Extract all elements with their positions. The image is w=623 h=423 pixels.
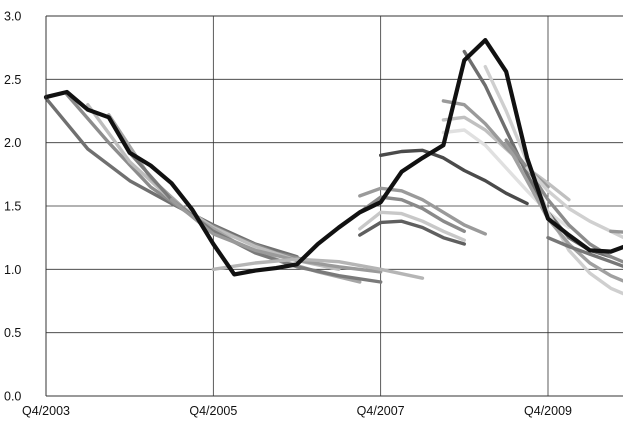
forecast-series-group — [44, 49, 623, 296]
actual-series-group — [43, 38, 623, 277]
y-tick-label: 1.0 — [4, 263, 21, 277]
forecast-line-6 — [169, 198, 383, 274]
y-tick-label: 1.5 — [4, 200, 21, 214]
x-axis-tick-labels: Q4/2003Q4/2005Q4/2007Q4/2009Q4/2011Q4/20… — [22, 404, 572, 418]
x-tick-label: Q4/2005 — [189, 404, 237, 418]
actual-line — [43, 38, 623, 277]
forecast-line-18 — [504, 141, 623, 283]
forecast-line-12 — [379, 148, 529, 206]
y-tick-label: 2.5 — [4, 73, 21, 87]
forecast-line-9 — [358, 210, 466, 242]
x-tick-label: Q4/2003 — [22, 404, 70, 418]
forecast-line-11 — [358, 186, 487, 236]
x-tick-label: Q4/2009 — [524, 404, 572, 418]
plot-frame — [45, 15, 623, 397]
x-tick-label: Q4/2007 — [357, 404, 405, 418]
forecast-line-10 — [358, 195, 466, 233]
forecast-line-8 — [358, 219, 466, 246]
forecast-line-22 — [546, 236, 623, 268]
y-tick-label: 3.0 — [4, 10, 21, 24]
y-tick-label: 0.5 — [4, 326, 21, 340]
forecast-line-17 — [483, 65, 623, 296]
forecast-line-7 — [211, 257, 425, 280]
y-tick-label: 0.0 — [4, 390, 21, 404]
forecast-line-20 — [525, 166, 623, 240]
y-tick-label: 2.0 — [4, 136, 21, 150]
y-axis-tick-labels: 0.0 0.5 1.0 1.5 2.0 2.5 3.0 — [4, 10, 21, 404]
